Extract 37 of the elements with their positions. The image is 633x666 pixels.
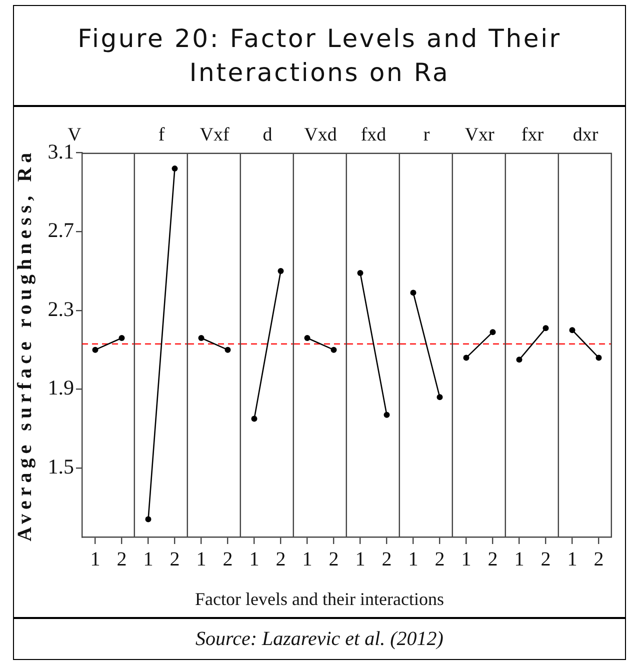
y-tick-label: 2.7 xyxy=(48,218,74,242)
x-tick-label: 2 xyxy=(488,548,498,570)
x-tick-label: 1 xyxy=(355,548,366,570)
x-tick-label: 1 xyxy=(143,548,154,570)
chart-title: fxd xyxy=(360,124,387,146)
x-tick-label: 2 xyxy=(170,548,180,570)
x-tick-label: 2 xyxy=(116,548,127,570)
text: Figure 20: Factor Levels and Their Interactions on Ra xyxy=(14,6,625,107)
chart-title: d xyxy=(262,124,273,146)
text: Factor levels and their interactions xyxy=(194,588,445,611)
x-tick-label: 1 xyxy=(408,548,418,570)
chart-title: fxr xyxy=(521,124,544,146)
x-tick-label: 2 xyxy=(434,548,445,570)
y-tick-label: 2.3 xyxy=(48,296,74,321)
x-tick-label: 2 xyxy=(382,548,392,570)
x-tick-label: 2 xyxy=(328,548,339,570)
x-tick-label: 2 xyxy=(540,548,551,570)
x-tick-label: 1 xyxy=(249,548,260,570)
x-tick-label: 1 xyxy=(302,548,312,570)
x-tick-label: 1 xyxy=(567,548,578,570)
x-tick-label: 1 xyxy=(514,548,524,570)
x-tick-label: 2 xyxy=(276,548,286,570)
chart-title: Vxf xyxy=(200,124,230,146)
source-note: Source: Lazarevic et al. (2012) xyxy=(196,628,444,650)
y-axis-title: Average surface roughness, Ra xyxy=(14,148,36,542)
x-tick-label: 2 xyxy=(222,548,233,570)
x-tick-label: 2 xyxy=(594,548,604,570)
x-tick-label: 1 xyxy=(90,548,100,570)
y-tick-label: 1.5 xyxy=(48,454,74,479)
chart-title: Vxr xyxy=(464,124,495,146)
x-tick-label: 1 xyxy=(461,548,472,570)
chart-title: r xyxy=(423,124,430,146)
y-tick-label: 1.9 xyxy=(48,376,74,400)
x-tick-label: 1 xyxy=(196,548,206,570)
chart-title: f xyxy=(158,124,166,146)
chart-title: dxr xyxy=(572,124,599,146)
chart-title: Vxd xyxy=(304,124,338,146)
